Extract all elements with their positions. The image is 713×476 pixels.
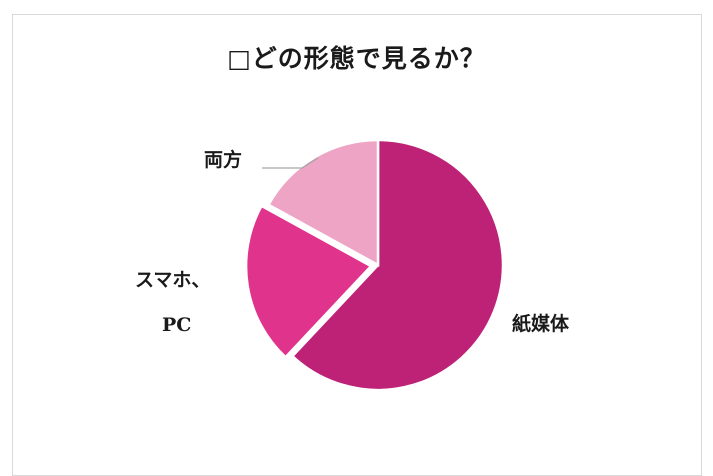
pie-slice-紙媒体 <box>290 138 505 392</box>
slice-label-紙媒体: 紙媒体 <box>512 312 570 335</box>
pie-slice-両方 <box>266 138 380 268</box>
slice-label-両方: 両方 <box>204 148 242 171</box>
pie-slices <box>244 138 505 392</box>
pie-chart: 両方 スマホ、 PC 紙媒体 <box>135 138 570 392</box>
leader-line-両方 <box>262 157 319 169</box>
pie-slice-スマホ、PC <box>244 204 374 359</box>
chart-title: □どの形態で見るか？ <box>227 44 486 73</box>
slice-label-スマホ、PC-line2: PC <box>162 314 191 336</box>
slice-label-スマホ、PC-line1: スマホ、 <box>135 269 210 291</box>
